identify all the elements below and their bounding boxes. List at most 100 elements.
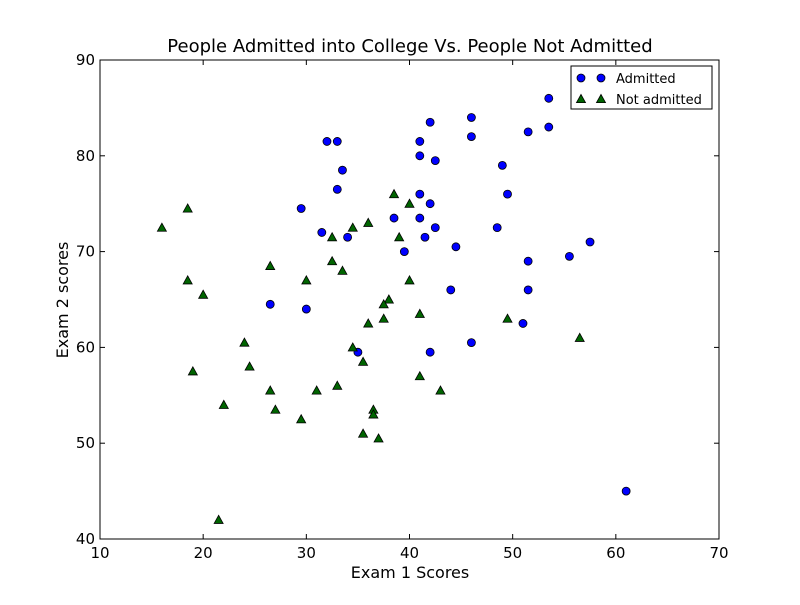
x-axis-label: Exam 1 Scores [351,563,469,582]
not-admitted-point [363,318,374,328]
not-admitted-point [326,255,338,266]
admitted-point [301,304,311,314]
not-admitted-point [197,289,209,299]
admitted-point [497,160,507,170]
admitted-point [523,256,533,266]
not-admitted-point [574,332,585,342]
admitted-point [544,122,554,132]
not-admitted-point [270,404,281,414]
admitted-point [621,486,631,496]
x-tick-label: 70 [709,544,728,562]
y-tick-label: 70 [76,243,95,261]
not-admitted-point [182,203,193,213]
not-admitted-point [378,298,389,309]
y-tick-label: 80 [76,147,95,165]
y-tick-label: 90 [76,51,95,69]
not-admitted-point [435,385,446,395]
not-admitted-point [311,385,322,395]
legend: Admitted Not admitted [570,65,713,110]
y-axis-label: Exam 2 scores [53,242,72,359]
not-admitted-point [326,231,338,242]
not-admitted-point [357,356,369,366]
admitted-point [446,285,456,295]
y-tick-label: 40 [76,530,95,548]
axis-ticks: 10 20 30 40 50 60 70 40 50 60 70 80 90 [76,51,729,562]
not-admitted-point [187,366,199,376]
admitted-point [430,156,440,165]
not-admitted-point [383,294,395,304]
admitted-point [338,165,347,175]
x-tick-label: 20 [194,544,213,562]
y-tick-label: 60 [76,338,95,356]
legend-admitted-label: Admitted [616,72,676,87]
admitted-point [415,213,425,223]
x-tick-label: 50 [503,544,522,562]
not-admitted-point [265,260,276,270]
admitted-point [332,137,342,146]
y-tick-label: 50 [76,434,95,452]
data-points [156,93,631,524]
x-tick-label: 10 [90,544,109,562]
admitted-point [451,242,461,252]
admitted-point [565,251,574,261]
not-admitted-point [394,231,405,242]
admitted-point [425,199,435,209]
not-admitted-point [404,198,415,208]
chart-title: People Admitted into College Vs. People … [167,36,652,57]
admitted-point [415,151,425,161]
legend-box [570,65,713,110]
not-admitted-point [388,188,400,199]
admitted-point [492,223,502,233]
legend-not-admitted-label: Not admitted [616,93,702,108]
admitted-point [265,299,275,309]
admitted-point [317,228,327,237]
admitted-point [430,223,440,233]
not-admitted-point [347,342,358,352]
admitted-point [420,232,430,242]
plot-area [100,60,719,539]
legend-not-admitted-marker [575,93,587,103]
admitted-point [332,184,342,194]
x-tick-label: 40 [400,544,419,562]
admitted-point [503,189,512,199]
not-admitted-point [265,385,276,395]
not-admitted-point [295,413,307,424]
legend-admitted-marker [596,73,606,83]
admitted-point [518,319,528,328]
not-admitted-point [368,409,379,419]
not-admitted-point [414,370,425,381]
not-admitted-point [239,337,250,347]
not-admitted-point [182,275,193,285]
admitted-point [296,204,306,213]
admitted-point [322,137,332,146]
not-admitted-point [337,265,348,275]
legend-not-admitted-marker [595,93,607,103]
legend-admitted-marker [576,73,586,83]
x-tick-label: 30 [297,544,316,562]
not-admitted-point [373,433,384,443]
admitted-point [389,213,399,223]
admitted-point [399,247,409,257]
not-admitted-point [378,313,389,323]
not-admitted-point [332,380,343,390]
admitted-point [466,113,476,122]
not-admitted-point [218,399,229,409]
admitted-point [523,285,533,295]
not-admitted-point [363,217,374,227]
not-admitted-point [156,222,168,232]
admitted-point [415,137,425,146]
admitted-point [523,127,533,137]
admitted-point [466,132,476,142]
admitted-point [466,338,476,348]
x-tick-label: 60 [606,544,625,562]
not-admitted-point [404,275,415,285]
not-admitted-point [301,275,312,285]
not-admitted-point [213,514,224,524]
admitted-point [415,189,425,199]
admitted-point [425,117,435,127]
admitted-point [343,232,353,242]
not-admitted-point [347,222,358,232]
admitted-point [544,93,554,103]
